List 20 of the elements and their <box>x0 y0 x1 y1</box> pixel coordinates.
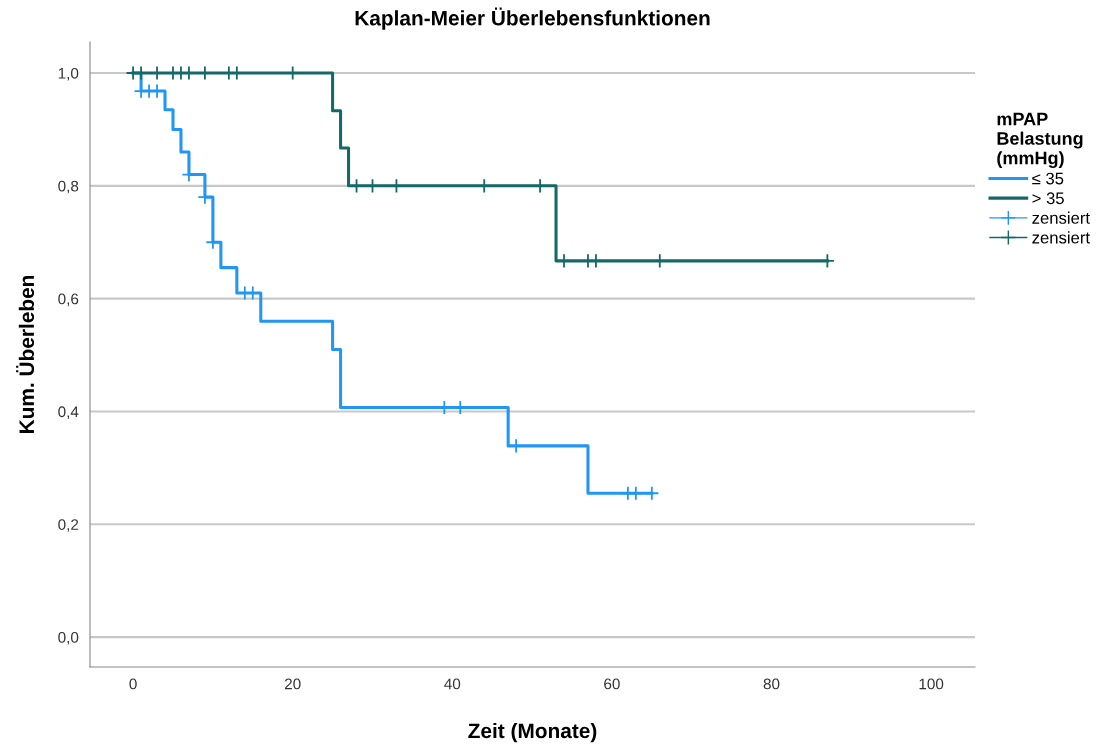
x-axis-title: Zeit (Monate) <box>468 722 597 743</box>
chart-title: Kaplan-Meier Überlebensfunktionen <box>355 7 710 30</box>
y-tick-label: 0,2 <box>58 519 79 532</box>
legend-title: mPAP Belastung (mmHg) <box>997 112 1083 169</box>
legend-label: zensiert <box>1032 211 1090 224</box>
y-tick-label: 1,0 <box>58 67 79 81</box>
y-tick-label: 0,6 <box>58 293 79 307</box>
legend-label: > 35 <box>1032 192 1064 205</box>
y-tick-label: 0,4 <box>58 406 79 419</box>
y-tick-label: 0,0 <box>58 631 79 645</box>
y-axis-title: Kum. Überleben <box>16 275 35 433</box>
y-tick-label: 0,8 <box>58 180 79 194</box>
x-tick-label: 20 <box>284 678 301 690</box>
x-tick-label: 60 <box>604 678 620 690</box>
x-tick-label: 40 <box>444 678 461 690</box>
legend-label: ≤ 35 <box>1032 172 1064 185</box>
x-tick-label: 0 <box>129 678 137 690</box>
legend-label: zensiert <box>1032 231 1090 244</box>
x-tick-label: 80 <box>763 678 780 690</box>
x-tick-label: 100 <box>919 678 944 690</box>
